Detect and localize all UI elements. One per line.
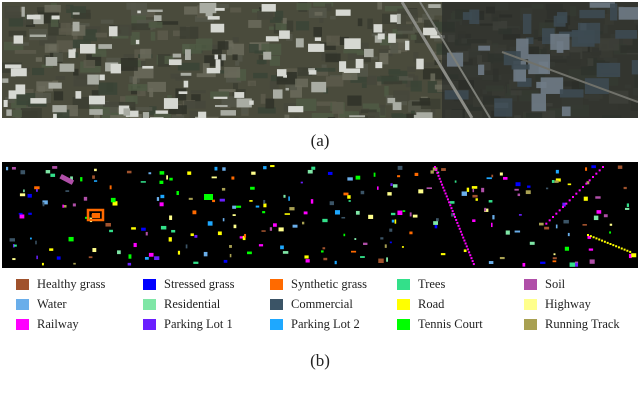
legend-label: Soil (545, 276, 566, 291)
legend-item: Soil (524, 276, 636, 292)
legend-swatch (143, 278, 156, 290)
legend-swatch (270, 298, 283, 310)
legend-label: Railway (37, 316, 79, 331)
legend-swatch (143, 318, 156, 330)
legend-item: Parking Lot 2 (270, 316, 397, 332)
legend-label: Synthetic grass (291, 276, 368, 291)
ground-truth-canvas (2, 162, 638, 268)
legend-swatch (16, 298, 29, 310)
legend-label: Stressed grass (164, 276, 235, 291)
legend-item: Trees (397, 276, 524, 292)
legend-swatch (397, 318, 410, 330)
legend-label: Highway (545, 296, 591, 311)
legend-label: Parking Lot 1 (164, 316, 233, 331)
caption-a: (a) (310, 131, 330, 150)
legend-swatch (270, 278, 283, 290)
legend-label: Parking Lot 2 (291, 316, 360, 331)
legend-swatch (397, 298, 410, 310)
class-patches (6, 165, 637, 267)
legend-label: Road (418, 296, 445, 311)
legend-item: Tennis Court (397, 316, 524, 332)
legend-item: Railway (16, 316, 143, 332)
legend-label: Healthy grass (37, 276, 106, 291)
legend-swatch (397, 278, 410, 290)
legend-item: Water (16, 296, 143, 312)
legend-item: Running Track (524, 316, 636, 332)
legend-label: Tennis Court (418, 316, 483, 331)
legend-item: Healthy grass (16, 276, 143, 292)
aerial-image-canvas (2, 2, 638, 118)
ground-truth-map (2, 162, 638, 268)
caption-b: (b) (310, 351, 330, 370)
legend-swatch (16, 318, 29, 330)
aerial-rgb-image (2, 2, 638, 118)
legend-label: Running Track (545, 316, 620, 331)
legend-item: Parking Lot 1 (143, 316, 270, 332)
legend-item: Commercial (270, 296, 397, 312)
legend-item: Highway (524, 296, 636, 312)
legend-item: Stressed grass (143, 276, 270, 292)
legend-swatch (524, 278, 537, 290)
legend-swatch (16, 278, 29, 290)
legend-label: Trees (418, 276, 446, 291)
legend-item: Synthetic grass (270, 276, 397, 292)
class-legend: Healthy grass Stressed grass Synthetic g… (16, 276, 636, 332)
legend-swatch (524, 298, 537, 310)
aerial-texture (2, 2, 638, 118)
legend-label: Water (37, 296, 67, 311)
legend-item: Residential (143, 296, 270, 312)
legend-item: Road (397, 296, 524, 312)
legend-label: Commercial (291, 296, 353, 311)
legend-swatch (524, 318, 537, 330)
legend-label: Residential (164, 296, 221, 311)
legend-swatch (143, 298, 156, 310)
legend-swatch (270, 318, 283, 330)
